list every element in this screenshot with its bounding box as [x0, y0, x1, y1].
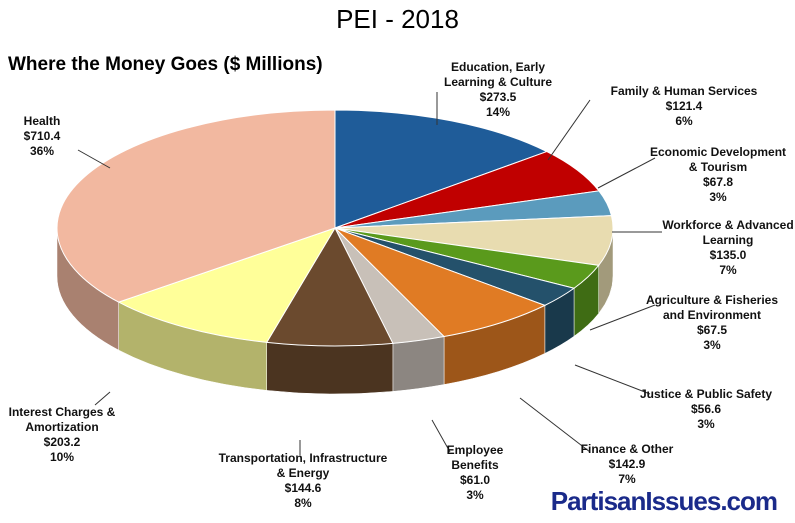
percent-label: 3% — [709, 190, 727, 204]
value-label: $61.0 — [459, 473, 491, 487]
slice-label: Agriculture & Fisheries and Environment $… — [637, 293, 787, 353]
slice-label: Family & Human Services $121.4 6% — [594, 84, 774, 129]
category-label: Transportation, Infrastructure & Energy — [218, 451, 388, 480]
slice-label: Workforce & Advanced Learning $135.0 7% — [658, 218, 795, 278]
value-label: $67.5 — [696, 323, 728, 337]
value-label: $121.4 — [665, 99, 703, 113]
slice — [56, 109, 336, 303]
slice — [334, 109, 549, 229]
slice-label: Transportation, Infrastructure & Energy $… — [218, 451, 388, 511]
slice — [334, 227, 547, 338]
value-label: $273.5 — [479, 90, 517, 104]
slice — [265, 226, 394, 347]
category-label: Agriculture & Fisheries and Environment — [645, 293, 779, 322]
slice-label: Finance & Other $142.9 7% — [572, 442, 682, 487]
slice-label: Employee Benefits $61.0 3% — [435, 443, 515, 503]
slice-label: Economic Development & Tourism $67.8 3% — [648, 145, 788, 205]
leader-line — [589, 304, 656, 331]
slice-label: Education, Early Learning & Culture $273.… — [433, 60, 563, 120]
percent-label: 36% — [29, 144, 55, 158]
percent-label: 7% — [618, 472, 636, 486]
slice-label: Justice & Public Safety $56.6 3% — [636, 387, 776, 432]
category-label: Interest Charges & Amortization — [8, 405, 116, 434]
category-label: Education, Early Learning & Culture — [443, 60, 552, 89]
percent-label: 3% — [697, 417, 715, 431]
value-label: $203.2 — [43, 435, 81, 449]
percent-label: 3% — [703, 338, 721, 352]
slice — [117, 227, 337, 343]
watermark: PartisanIssues.com — [550, 486, 778, 516]
percent-label: 6% — [675, 114, 693, 128]
leader-line — [94, 391, 111, 406]
value-label: $142.9 — [608, 457, 646, 471]
leader-line — [547, 99, 591, 161]
value-label: $144.6 — [284, 481, 322, 495]
category-label: Health — [23, 114, 61, 128]
category-label: Workforce & Advanced Learning — [662, 218, 794, 247]
leader-line — [574, 364, 651, 395]
leader-line — [597, 157, 656, 189]
percent-label: 7% — [719, 263, 737, 277]
value-label: $56.6 — [690, 402, 722, 416]
chart-title: PEI - 2018 — [336, 4, 459, 34]
value-label: $135.0 — [709, 248, 747, 262]
slice-label: Interest Charges & Amortization $203.2 10% — [0, 405, 125, 465]
percent-label: 10% — [49, 450, 75, 464]
percent-label: 14% — [485, 105, 511, 119]
percent-label: 8% — [294, 496, 312, 510]
leader-line — [431, 419, 451, 453]
slice-side — [266, 342, 394, 395]
chart-subtitle: Where the Money Goes ($ Millions) — [8, 54, 323, 75]
value-label: $710.4 — [23, 129, 61, 143]
leader-line — [519, 397, 591, 453]
slice-side — [392, 336, 445, 392]
slice-label: Health $710.4 36% — [12, 114, 72, 159]
category-label: Economic Development & Tourism — [649, 145, 787, 174]
category-label: Employee Benefits — [446, 443, 504, 472]
category-label: Finance & Other — [580, 442, 674, 456]
category-label: Justice & Public Safety — [639, 387, 773, 401]
value-label: $67.8 — [702, 175, 734, 189]
leader-line — [77, 149, 111, 169]
percent-label: 3% — [466, 488, 484, 502]
slice — [334, 215, 614, 266]
category-label: Family & Human Services — [610, 84, 758, 98]
